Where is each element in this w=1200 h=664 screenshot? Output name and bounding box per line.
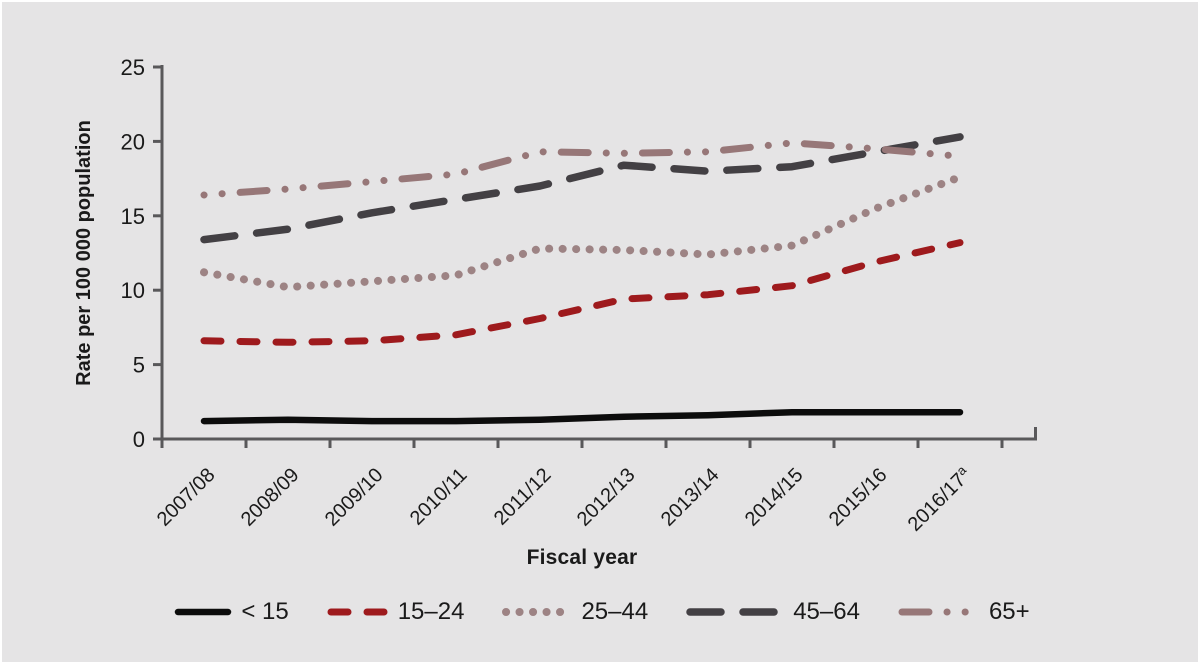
legend-label: 45–64 (793, 598, 860, 625)
series-line-65+ (200, 139, 964, 199)
x-tick-label: 2008/09 (237, 464, 304, 531)
x-tick-label: 2013/14 (657, 464, 724, 531)
series-line-15–24 (200, 239, 964, 346)
line-chart: 0 5 10 15 20 25 2007/08 2008/09 2009/10 2010/11 20… (73, 55, 1037, 536)
legend-item: 65+ (898, 598, 1030, 626)
legend-label: < 15 (241, 598, 289, 625)
legend: < 15 15–24 25–44 45–64 65+ (2, 598, 1198, 626)
x-tick-label: 2011/12 (490, 464, 556, 530)
legend-line-sample (898, 608, 980, 616)
x-axis-title: Fiscal year (526, 546, 638, 569)
y-tick-label: 25 (121, 55, 145, 80)
y-axis-title: Rate per 100 000 population (73, 120, 95, 386)
legend-line-sample (327, 608, 389, 616)
y-tick-label: 5 (133, 353, 145, 378)
legend-line-sample (175, 608, 232, 616)
legend-line-sample (686, 608, 784, 616)
legend-item: 15–24 (327, 598, 465, 626)
x-tick-label: 2016/17a (902, 462, 976, 536)
x-tick-label: 2010/11 (406, 464, 472, 530)
legend-label: 65+ (988, 598, 1030, 625)
x-tick-label: 2012/13 (573, 464, 640, 531)
legend-line-sample (502, 608, 573, 616)
y-tick-label: 20 (121, 129, 145, 154)
x-tick-label: 2014/15 (741, 464, 808, 531)
x-tick-label: 2009/10 (321, 464, 388, 531)
y-tick-label: 10 (121, 278, 145, 303)
y-tick-label: 0 (133, 427, 145, 452)
series-line-45–64 (200, 133, 964, 244)
series-line-< 15 (200, 408, 964, 425)
x-tick-label: 2007/08 (153, 464, 220, 531)
y-tick-label: 15 (121, 204, 145, 229)
legend-label: 15–24 (397, 598, 465, 625)
legend-label: 25–44 (581, 598, 649, 625)
legend-item: 45–64 (686, 598, 860, 626)
x-tick-label: 2015/16 (825, 464, 892, 531)
legend-item: 25–44 (502, 598, 648, 626)
legend-item: < 15 (174, 598, 289, 626)
